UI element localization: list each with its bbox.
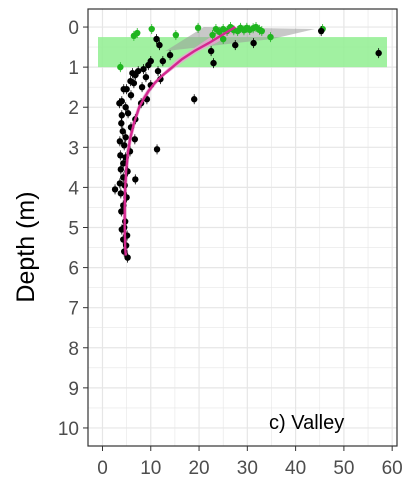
green-point (134, 29, 141, 37)
green-point (148, 25, 155, 33)
y-tick-label: 2 (68, 98, 79, 119)
x-tick-label: 30 (237, 458, 258, 479)
black-point (154, 67, 162, 75)
black-point (191, 96, 198, 103)
black-point (232, 41, 239, 49)
black-point (116, 138, 124, 145)
black-point (131, 136, 139, 143)
x-tick-label: 10 (140, 458, 161, 479)
black-point (116, 180, 124, 187)
panel-label: c) Valley (269, 412, 344, 434)
y-tick-label: 0 (68, 18, 79, 39)
black-point (130, 79, 138, 87)
green-point (258, 27, 266, 35)
black-point (117, 152, 124, 159)
black-point (127, 91, 135, 99)
y-tick-label: 6 (68, 259, 79, 280)
black-point (122, 134, 129, 141)
x-tick-label: 60 (382, 458, 403, 479)
black-point (142, 73, 150, 81)
black-point (118, 120, 125, 127)
black-point (207, 47, 215, 55)
green-point (194, 24, 202, 32)
fit-line (123, 25, 236, 256)
black-point (132, 176, 139, 183)
black-point (159, 57, 167, 65)
black-point (166, 51, 174, 59)
black-point (138, 83, 146, 91)
x-tick-label: 40 (285, 458, 306, 479)
black-point (140, 65, 147, 73)
black-point (118, 208, 125, 215)
fit-layer (123, 25, 236, 256)
black-point (118, 112, 125, 119)
ticks-layer: 0 1 2 3 4 5 6 7 8 9 10 0 10 20 30 40 50 60 (58, 18, 403, 479)
black-point (118, 226, 125, 233)
black-point (120, 85, 127, 93)
x-tick-label: 50 (333, 458, 354, 479)
green-point (209, 31, 216, 39)
black-point (153, 146, 161, 153)
x-tick-label: 0 (97, 458, 108, 479)
black-point (250, 39, 257, 47)
y-tick-label: 10 (58, 419, 79, 440)
black-point (153, 35, 160, 43)
black-point (111, 186, 119, 193)
y-tick-label: 7 (68, 299, 79, 320)
y-axis-title: Depth (m) (12, 191, 40, 302)
black-point (210, 59, 217, 67)
y-tick-label: 4 (68, 178, 79, 199)
black-point (121, 142, 128, 149)
black-point (117, 190, 125, 197)
green-point (117, 63, 124, 71)
green-point (219, 35, 227, 43)
black-point (124, 254, 131, 261)
black-point (317, 27, 325, 35)
black-point (375, 49, 382, 57)
y-tick-label: 1 (68, 58, 79, 79)
black-point (120, 160, 127, 167)
black-point (119, 128, 126, 135)
x-tick-label: 20 (188, 458, 209, 479)
black-point (124, 110, 132, 117)
black-point (117, 166, 125, 173)
green-point (267, 33, 274, 41)
y-tick-label: 3 (68, 138, 79, 159)
black-point (122, 104, 129, 111)
black-point (156, 41, 163, 49)
black-point (116, 100, 123, 107)
y-tick-label: 8 (68, 339, 79, 360)
y-tick-label: 5 (68, 219, 79, 240)
y-tick-label: 9 (68, 379, 79, 400)
green-point (172, 31, 180, 39)
black-point (129, 69, 136, 77)
black-point (145, 61, 152, 69)
